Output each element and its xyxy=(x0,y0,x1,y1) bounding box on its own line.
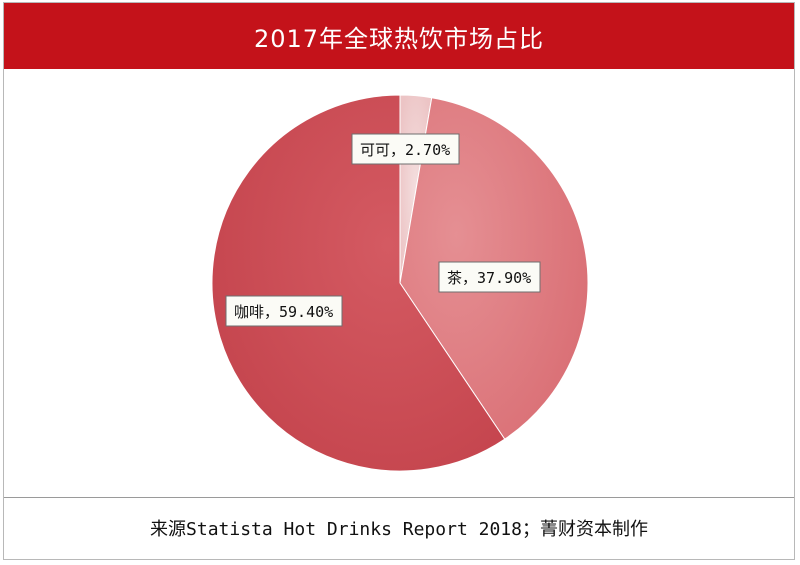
data-label-box xyxy=(438,261,541,293)
chart-title: 2017年全球热饮市场占比 xyxy=(253,24,545,53)
pie-chart: 可可，2.70% 茶，37.90% 咖啡，59.40% xyxy=(211,94,589,472)
chart-area: 可可，2.70% 茶，37.90% 咖啡，59.40% xyxy=(4,69,794,497)
source-note: 来源Statista Hot Drinks Report 2018；菁财资本制作 xyxy=(150,519,648,540)
chart-frame: 2017年全球热饮市场占比 可可，2.70% 茶，37.90% 咖啡，59.40% xyxy=(3,2,795,560)
footer-divider xyxy=(4,497,794,498)
data-label-text: 可可，2.70% xyxy=(360,141,450,159)
data-label-coffee: 咖啡，59.40% xyxy=(225,295,343,327)
pie-slice-coffee xyxy=(211,94,506,472)
title-bar: 2017年全球热饮市场占比 xyxy=(4,3,794,69)
data-label-box xyxy=(225,295,343,327)
data-label-text: 茶，37.90% xyxy=(447,269,531,287)
data-label-cocoa: 可可，2.70% xyxy=(351,133,460,165)
data-label-text: 咖啡，59.40% xyxy=(234,303,333,321)
data-label-box xyxy=(351,133,460,165)
data-label-tea: 茶，37.90% xyxy=(438,261,541,293)
